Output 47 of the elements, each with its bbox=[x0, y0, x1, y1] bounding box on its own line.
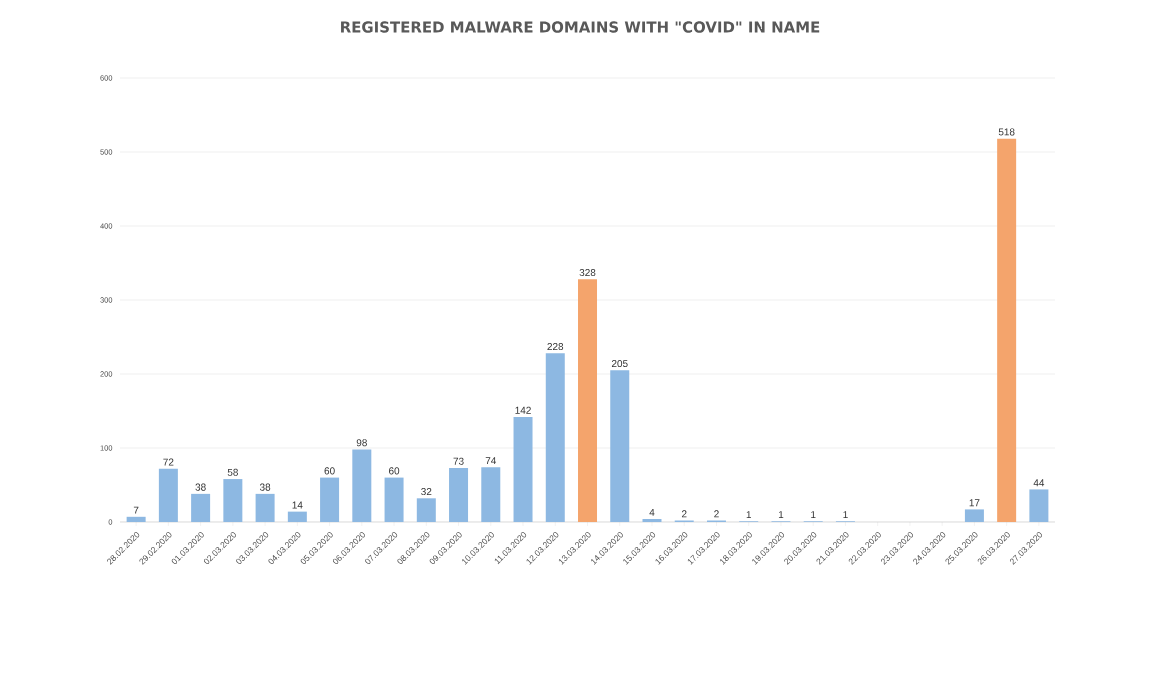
data-label: 1 bbox=[811, 511, 816, 519]
data-label: 38 bbox=[259, 483, 271, 491]
data-label: 1 bbox=[843, 511, 848, 519]
bar bbox=[255, 493, 275, 522]
bar bbox=[449, 467, 469, 522]
data-label: 1 bbox=[778, 511, 784, 519]
bar bbox=[545, 353, 565, 522]
bar bbox=[223, 479, 243, 522]
bar bbox=[964, 509, 984, 522]
data-label: 98 bbox=[356, 439, 367, 447]
data-label: 2 bbox=[714, 510, 719, 518]
bar bbox=[513, 416, 533, 522]
data-label: 17 bbox=[969, 499, 980, 507]
bar bbox=[1029, 489, 1049, 522]
data-label: 72 bbox=[163, 458, 174, 466]
bar bbox=[416, 498, 436, 522]
data-label: 142 bbox=[515, 406, 531, 414]
data-label: 228 bbox=[547, 343, 564, 351]
data-label: 2 bbox=[681, 510, 687, 518]
data-label: 60 bbox=[324, 467, 335, 475]
bar bbox=[610, 370, 630, 522]
bar bbox=[642, 519, 662, 522]
bar bbox=[384, 477, 404, 522]
data-label: 14 bbox=[292, 501, 303, 509]
data-label: 1 bbox=[746, 511, 752, 519]
data-label: 7 bbox=[133, 506, 139, 514]
data-label: 73 bbox=[453, 457, 464, 465]
bar bbox=[320, 477, 340, 522]
data-label: 60 bbox=[389, 467, 400, 475]
chart-title: REGISTERED MALWARE DOMAINS WITH "COVID" IN NAME bbox=[341, 21, 820, 33]
data-label: 4 bbox=[649, 508, 655, 516]
data-label: 58 bbox=[227, 468, 238, 476]
data-label: 44 bbox=[1033, 479, 1045, 487]
bar bbox=[158, 468, 178, 522]
bar bbox=[191, 493, 211, 522]
data-label: 518 bbox=[998, 128, 1015, 136]
data-label: 38 bbox=[195, 483, 206, 491]
bar bbox=[126, 516, 146, 522]
bar bbox=[481, 467, 501, 522]
data-label: 32 bbox=[421, 488, 432, 496]
bar bbox=[997, 138, 1017, 522]
bar bbox=[578, 279, 598, 522]
data-label: 328 bbox=[579, 269, 596, 277]
bar bbox=[352, 449, 372, 522]
data-label: 74 bbox=[485, 457, 497, 465]
data-label: 205 bbox=[611, 360, 628, 368]
bar bbox=[287, 511, 307, 522]
